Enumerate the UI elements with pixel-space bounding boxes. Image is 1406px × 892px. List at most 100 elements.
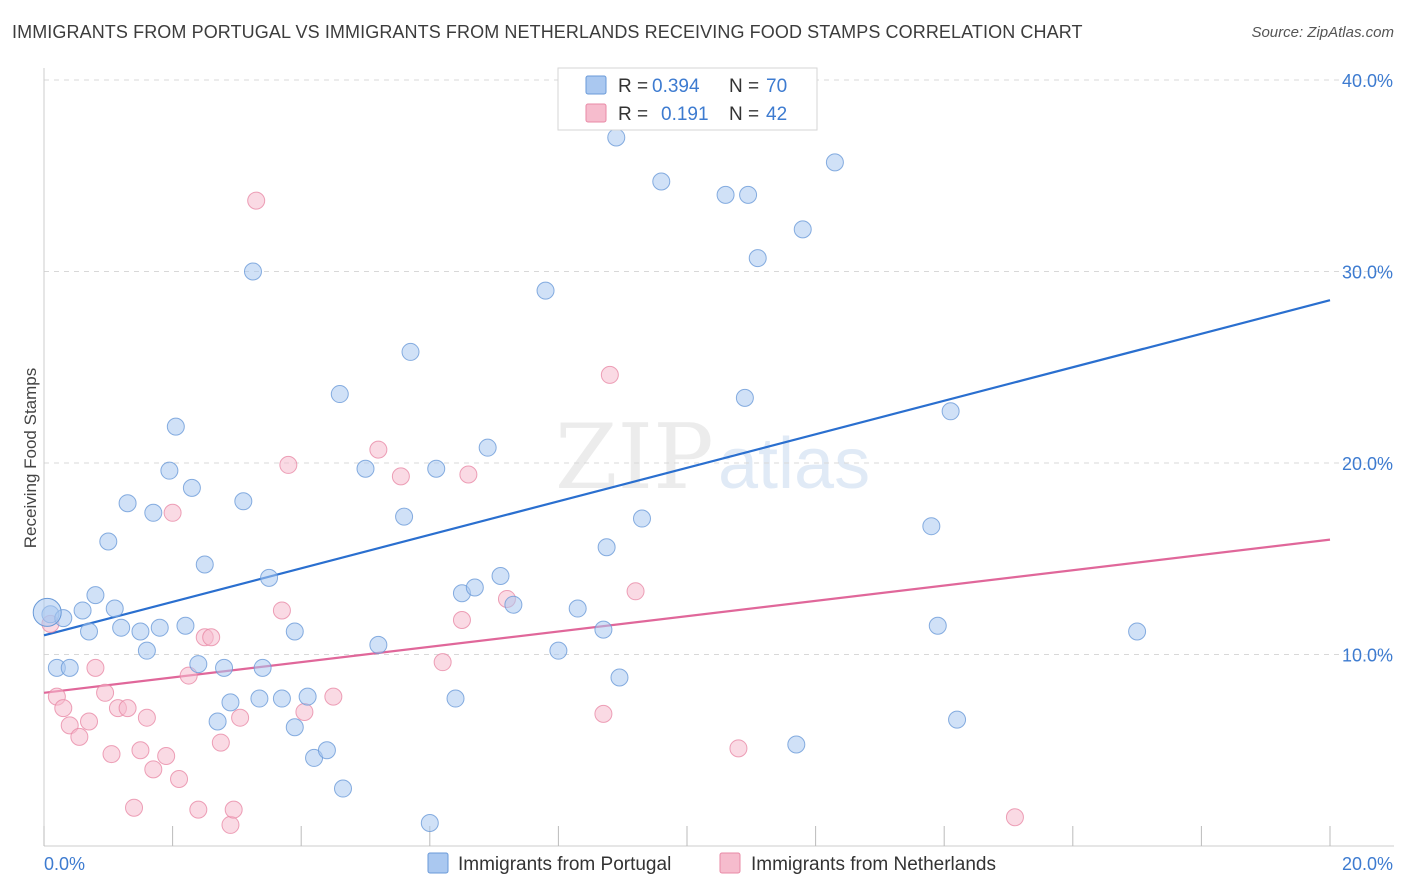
- portugal-point: [607, 128, 626, 147]
- netherlands-point: [96, 683, 115, 702]
- portugal-point: [825, 153, 844, 172]
- watermark-zip: ZIP: [555, 405, 714, 510]
- portugal-point: [160, 461, 179, 480]
- netherlands-n-label: N =: [729, 104, 759, 125]
- portugal-point: [221, 693, 240, 712]
- portugal-point: [427, 459, 446, 478]
- netherlands-point: [54, 699, 73, 718]
- netherlands-point: [459, 465, 478, 484]
- portugal-point: [922, 517, 941, 536]
- y-tick-label: 20.0%: [1342, 454, 1393, 474]
- portugal-point: [250, 689, 269, 708]
- portugal-point: [369, 635, 388, 654]
- netherlands-point: [600, 365, 619, 384]
- netherlands-point: [729, 739, 748, 758]
- portugal-point: [597, 538, 616, 557]
- portugal-point: [632, 509, 651, 528]
- y-tick-label: 30.0%: [1342, 263, 1393, 283]
- portugal-trend-line: [43, 299, 1331, 637]
- portugal-point: [504, 595, 523, 614]
- netherlands-point: [626, 582, 645, 601]
- x-tick-label: 0.0%: [44, 854, 85, 874]
- netherlands-point: [452, 611, 471, 630]
- portugal-point: [105, 599, 124, 618]
- portugal-point: [491, 566, 510, 585]
- portugal-point: [80, 622, 99, 641]
- portugal-point: [395, 507, 414, 526]
- portugal-point: [948, 710, 967, 729]
- portugal-point: [928, 616, 947, 635]
- netherlands-point: [1005, 808, 1024, 827]
- portugal-series-swatch: [427, 852, 449, 874]
- portugal-point: [73, 601, 92, 620]
- netherlands-point: [433, 653, 452, 672]
- portugal-point: [549, 641, 568, 660]
- netherlands-point: [70, 727, 89, 746]
- netherlands-point: [157, 746, 176, 765]
- portugal-point: [137, 641, 156, 660]
- portugal-point: [446, 689, 465, 708]
- chart-title: IMMIGRANTS FROM PORTUGAL VS IMMIGRANTS F…: [12, 22, 1083, 42]
- netherlands-point: [118, 699, 137, 718]
- netherlands-point: [391, 467, 410, 486]
- portugal-point: [86, 586, 105, 605]
- portugal-point: [215, 658, 234, 677]
- portugal-point: [285, 718, 304, 737]
- netherlands-point: [295, 702, 314, 721]
- portugal-point: [941, 402, 960, 421]
- stats-legend: R = 0.394 N = 70 R = 0.191 N = 42: [557, 67, 818, 131]
- netherlands-point: [179, 666, 198, 685]
- netherlands-series-swatch: [719, 852, 741, 874]
- portugal-point: [144, 503, 163, 522]
- netherlands-n-value: 42: [766, 104, 787, 125]
- netherlands-point: [211, 733, 230, 752]
- netherlands-point: [137, 708, 156, 727]
- portugal-point: [793, 220, 812, 239]
- portugal-point: [735, 388, 754, 407]
- netherlands-point: [594, 704, 613, 723]
- portugal-point: [243, 262, 262, 281]
- portugal-point: [99, 532, 118, 551]
- axes: 10.0% 20.0% 30.0% 40.0% 0.0% 20.0%: [43, 68, 1394, 874]
- portugal-point: [32, 597, 62, 627]
- portugal-point: [536, 281, 555, 300]
- netherlands-point: [102, 745, 121, 764]
- netherlands-point: [170, 769, 189, 788]
- netherlands-point: [189, 800, 208, 819]
- portugal-point: [234, 492, 253, 511]
- netherlands-point: [80, 712, 99, 731]
- netherlands-point: [224, 800, 243, 819]
- netherlands-point: [272, 601, 291, 620]
- netherlands-trend-line: [43, 538, 1331, 694]
- portugal-series-label: Immigrants from Portugal: [458, 854, 671, 875]
- portugal-point: [594, 620, 613, 639]
- netherlands-r-value: 0.191: [661, 104, 709, 125]
- portugal-point: [317, 741, 336, 760]
- netherlands-series-label: Immigrants from Netherlands: [751, 854, 996, 875]
- grid: [44, 79, 1394, 655]
- netherlands-point: [231, 708, 250, 727]
- series-legend: Immigrants from Portugal Immigrants from…: [427, 852, 996, 875]
- portugal-point: [118, 494, 137, 513]
- source-credit: Source: ZipAtlas.com: [1251, 24, 1394, 41]
- portugal-point: [176, 616, 195, 635]
- netherlands-point: [60, 716, 79, 735]
- portugal-point: [401, 342, 420, 361]
- portugal-r-value: 0.394: [652, 76, 700, 97]
- netherlands-point: [202, 628, 221, 647]
- portugal-point: [739, 185, 758, 204]
- data-points: [32, 128, 1147, 834]
- netherlands-point: [221, 815, 240, 834]
- portugal-point: [330, 385, 349, 404]
- netherlands-point: [279, 455, 298, 474]
- portugal-point: [1128, 622, 1147, 641]
- portugal-point: [189, 655, 208, 674]
- portugal-point: [478, 438, 497, 457]
- portugal-point: [195, 555, 214, 574]
- portugal-point: [716, 185, 735, 204]
- netherlands-point: [163, 503, 182, 522]
- portugal-point: [166, 417, 185, 436]
- portugal-r-label: R =: [618, 76, 648, 97]
- x-tick-label: 20.0%: [1342, 854, 1393, 874]
